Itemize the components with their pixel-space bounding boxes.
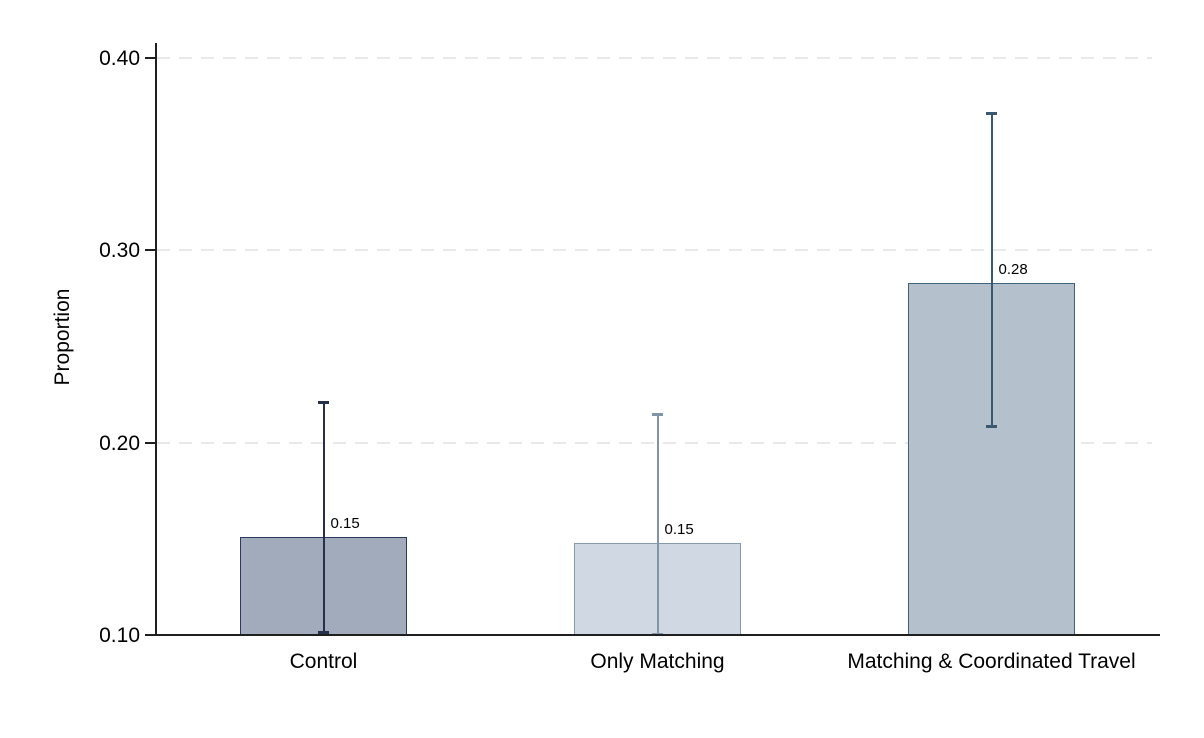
y-tick-mark	[145, 634, 156, 636]
error-bar-cap-top	[318, 401, 329, 405]
gridline	[157, 441, 1152, 444]
error-bar-cap-bottom	[986, 425, 997, 429]
bar-value-label: 0.15	[664, 520, 694, 538]
error-bar-line	[656, 413, 659, 635]
bar-value-label: 0.28	[998, 260, 1028, 278]
x-category-label: Matching & Coordinated Travel	[847, 650, 1136, 673]
y-tick-label: 0.40	[99, 46, 140, 70]
gridline	[157, 249, 1152, 251]
y-tick-label: 0.30	[99, 239, 140, 262]
error-bar-line	[322, 402, 325, 634]
x-axis-line	[155, 634, 1160, 636]
bar-value-label: 0.15	[330, 514, 360, 532]
x-category-label: Only Matching	[590, 650, 725, 673]
error-bar-cap-top	[652, 412, 663, 416]
y-tick-mark	[145, 441, 156, 444]
error-bar-cap-bottom	[318, 631, 329, 635]
y-tick-label: 0.10	[99, 624, 140, 647]
x-category-label: Control	[289, 650, 358, 673]
error-bar-line	[990, 113, 993, 428]
y-tick-label: 0.20	[99, 431, 140, 455]
error-bar-cap-top	[986, 112, 997, 116]
gridline	[157, 56, 1152, 59]
y-tick-mark	[145, 249, 156, 251]
y-tick-mark	[145, 56, 156, 59]
y-axis-line	[155, 43, 157, 636]
